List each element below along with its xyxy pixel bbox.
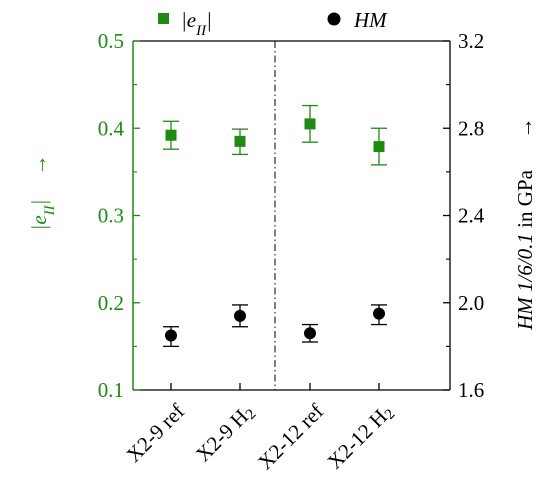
data-point-circle <box>234 309 246 322</box>
data-point-circle <box>304 327 316 340</box>
legend-label-eii: |eII| <box>181 8 212 39</box>
left-tick-label: 0.5 <box>98 29 124 53</box>
right-tick-label: 3.2 <box>458 29 484 53</box>
right-tick-label: 2.0 <box>458 291 484 315</box>
legend-marker-circle <box>327 12 341 26</box>
category-label: X2-12 ref <box>253 399 328 474</box>
left-tick-label: 0.4 <box>98 116 125 140</box>
right-axis-arrow: → <box>513 118 537 139</box>
category-label: X2-9 ref <box>122 399 190 467</box>
right-tick-label: 1.6 <box>458 378 484 402</box>
data-point-circle <box>165 329 177 342</box>
left-axis-arrow: → <box>27 155 51 176</box>
data-point-square <box>304 118 316 130</box>
data-point-square <box>373 141 385 153</box>
left-tick-label: 0.3 <box>98 204 124 228</box>
data-point-square <box>165 129 177 141</box>
left-tick-label: 0.2 <box>98 291 124 315</box>
right-tick-label: 2.4 <box>458 204 485 228</box>
right-axis-title: HM 1/6/0.1 in GPa <box>513 169 537 331</box>
category-label: X2-12 H2 <box>323 399 399 475</box>
category-label: X2-9 H2 <box>191 399 259 467</box>
left-tick-label: 0.1 <box>98 378 124 402</box>
legend-marker-square <box>158 13 169 24</box>
data-point-circle <box>373 307 385 320</box>
legend-label-hm: HM <box>353 8 388 32</box>
right-tick-label: 2.8 <box>458 116 484 140</box>
left-axis-title: |eII| <box>27 200 58 231</box>
data-point-square <box>234 135 246 147</box>
